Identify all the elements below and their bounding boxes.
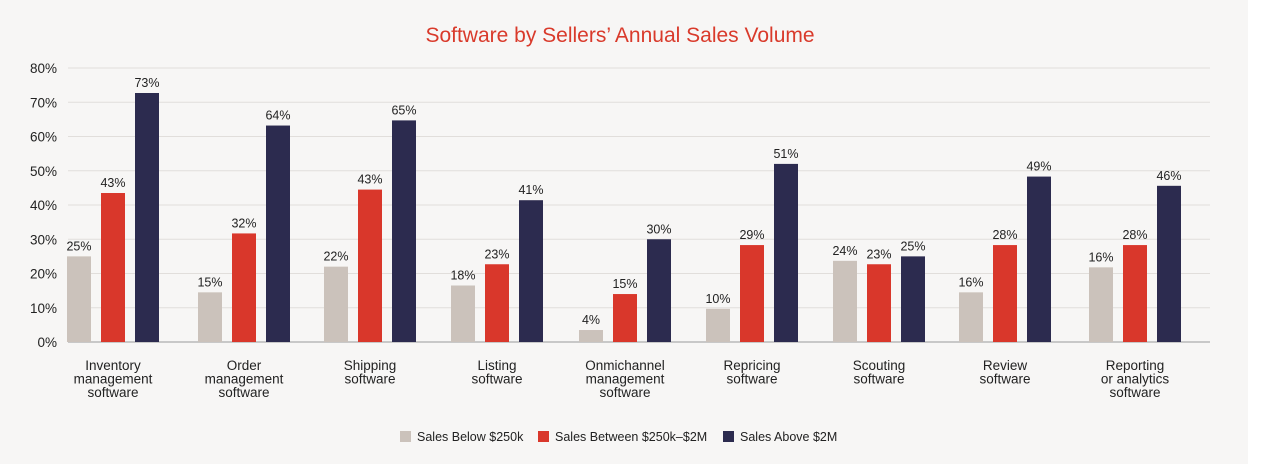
bar bbox=[101, 193, 125, 342]
data-label: 18% bbox=[450, 268, 475, 282]
y-tick-label: 10% bbox=[30, 301, 57, 316]
data-label: 24% bbox=[832, 244, 857, 258]
y-tick-label: 60% bbox=[30, 130, 57, 145]
data-label: 22% bbox=[323, 250, 348, 264]
legend: Sales Below $250k Sales Between $250k–$2M… bbox=[400, 430, 837, 444]
bar bbox=[485, 264, 509, 342]
bar bbox=[579, 330, 603, 342]
y-axis: 0% 10% 20% 30% 40% 50% 60% 70% 80% bbox=[30, 61, 57, 350]
bar bbox=[67, 256, 91, 342]
x-category-label: Onmichannel management software bbox=[585, 358, 665, 400]
bar bbox=[613, 294, 637, 342]
bar bbox=[993, 245, 1017, 342]
bar bbox=[451, 285, 475, 342]
x-category-label: Reporting or analytics software bbox=[1101, 358, 1170, 400]
legend-label: Sales Below $250k bbox=[417, 430, 524, 444]
x-category-label: Order management software bbox=[205, 358, 284, 400]
bar bbox=[198, 292, 222, 342]
chart-panel: Software by Sellers’ Annual Sales Volume… bbox=[29, 24, 1210, 444]
y-tick-label: 20% bbox=[30, 267, 57, 282]
data-label: 16% bbox=[1088, 250, 1113, 264]
bar bbox=[392, 120, 416, 342]
bar bbox=[358, 189, 382, 342]
data-label: 23% bbox=[866, 247, 891, 261]
data-label: 29% bbox=[739, 228, 764, 242]
bar bbox=[774, 163, 798, 342]
series-3: 73% 64% 65% 41% 30% 51% 25% 49% 46% bbox=[134, 76, 1182, 342]
y-tick-label: 50% bbox=[30, 164, 57, 179]
data-label: 15% bbox=[197, 275, 222, 289]
data-label: 43% bbox=[357, 173, 382, 187]
data-label: 25% bbox=[900, 239, 925, 253]
data-label: 46% bbox=[1156, 169, 1181, 183]
bar bbox=[1123, 245, 1147, 342]
bar-chart: Software by Sellers’ Annual Sales Volume… bbox=[30, 24, 1210, 444]
y-tick-label: 30% bbox=[30, 232, 57, 247]
x-category-label: Listing software bbox=[471, 358, 522, 387]
data-label: 65% bbox=[391, 103, 416, 117]
bar bbox=[1157, 185, 1181, 342]
y-tick-label: 0% bbox=[37, 335, 57, 350]
data-label: 43% bbox=[100, 176, 125, 190]
gridlines bbox=[68, 67, 1210, 343]
data-label: 4% bbox=[582, 313, 600, 327]
series-2: 43% 32% 43% 23% 15% 29% 23% 28% 28% bbox=[100, 173, 1148, 342]
bar bbox=[324, 266, 348, 342]
legend-item: Sales Above $2M bbox=[723, 430, 837, 444]
series-1: 25% 15% 22% 18% 4% 10% 24% 16% 16% bbox=[66, 239, 1114, 342]
x-category-label: Scouting software bbox=[853, 358, 906, 387]
x-category-label: Repricing software bbox=[723, 358, 780, 387]
data-label: 49% bbox=[1026, 160, 1051, 174]
data-label: 30% bbox=[646, 222, 671, 236]
data-label: 73% bbox=[134, 76, 159, 90]
data-label: 23% bbox=[484, 247, 509, 261]
legend-label: Sales Between $250k–$2M bbox=[555, 430, 707, 444]
data-label: 28% bbox=[992, 228, 1017, 242]
legend-item: Sales Below $250k bbox=[400, 430, 524, 444]
bar bbox=[519, 200, 543, 342]
legend-item: Sales Between $250k–$2M bbox=[538, 430, 707, 444]
y-tick-label: 70% bbox=[30, 95, 57, 110]
bar bbox=[867, 264, 891, 342]
legend-swatch bbox=[723, 431, 734, 442]
bar bbox=[740, 245, 764, 342]
bar bbox=[833, 260, 857, 342]
bars: 25% 15% 22% 18% 4% 10% 24% 16% 16% 43% 32% 43% 23% 15… bbox=[66, 76, 1182, 342]
data-label: 51% bbox=[773, 147, 798, 161]
bar bbox=[901, 256, 925, 342]
data-label: 16% bbox=[958, 275, 983, 289]
data-label: 25% bbox=[66, 239, 91, 253]
bar bbox=[232, 233, 256, 342]
x-category-label: Shipping software bbox=[344, 358, 397, 387]
bar bbox=[647, 239, 671, 342]
y-tick-label: 40% bbox=[30, 198, 57, 213]
bar bbox=[706, 308, 730, 342]
bar bbox=[959, 292, 983, 342]
data-label: 64% bbox=[265, 109, 290, 123]
legend-swatch bbox=[538, 431, 549, 442]
bar bbox=[135, 93, 159, 342]
chart-title: Software by Sellers’ Annual Sales Volume bbox=[425, 24, 814, 47]
x-axis: Inventory management software Order manageme… bbox=[74, 358, 1170, 400]
data-label: 28% bbox=[1122, 228, 1147, 242]
legend-label: Sales Above $2M bbox=[740, 430, 837, 444]
legend-swatch bbox=[400, 431, 411, 442]
bar bbox=[1089, 267, 1113, 342]
x-category-label: Review software bbox=[979, 358, 1030, 387]
data-label: 10% bbox=[705, 292, 730, 306]
bar bbox=[1027, 176, 1051, 342]
data-label: 32% bbox=[231, 216, 256, 230]
data-label: 15% bbox=[612, 277, 637, 291]
y-tick-label: 80% bbox=[30, 61, 57, 76]
data-label: 41% bbox=[518, 183, 543, 197]
x-category-label: Inventory management software bbox=[74, 358, 153, 400]
bar bbox=[266, 125, 290, 342]
